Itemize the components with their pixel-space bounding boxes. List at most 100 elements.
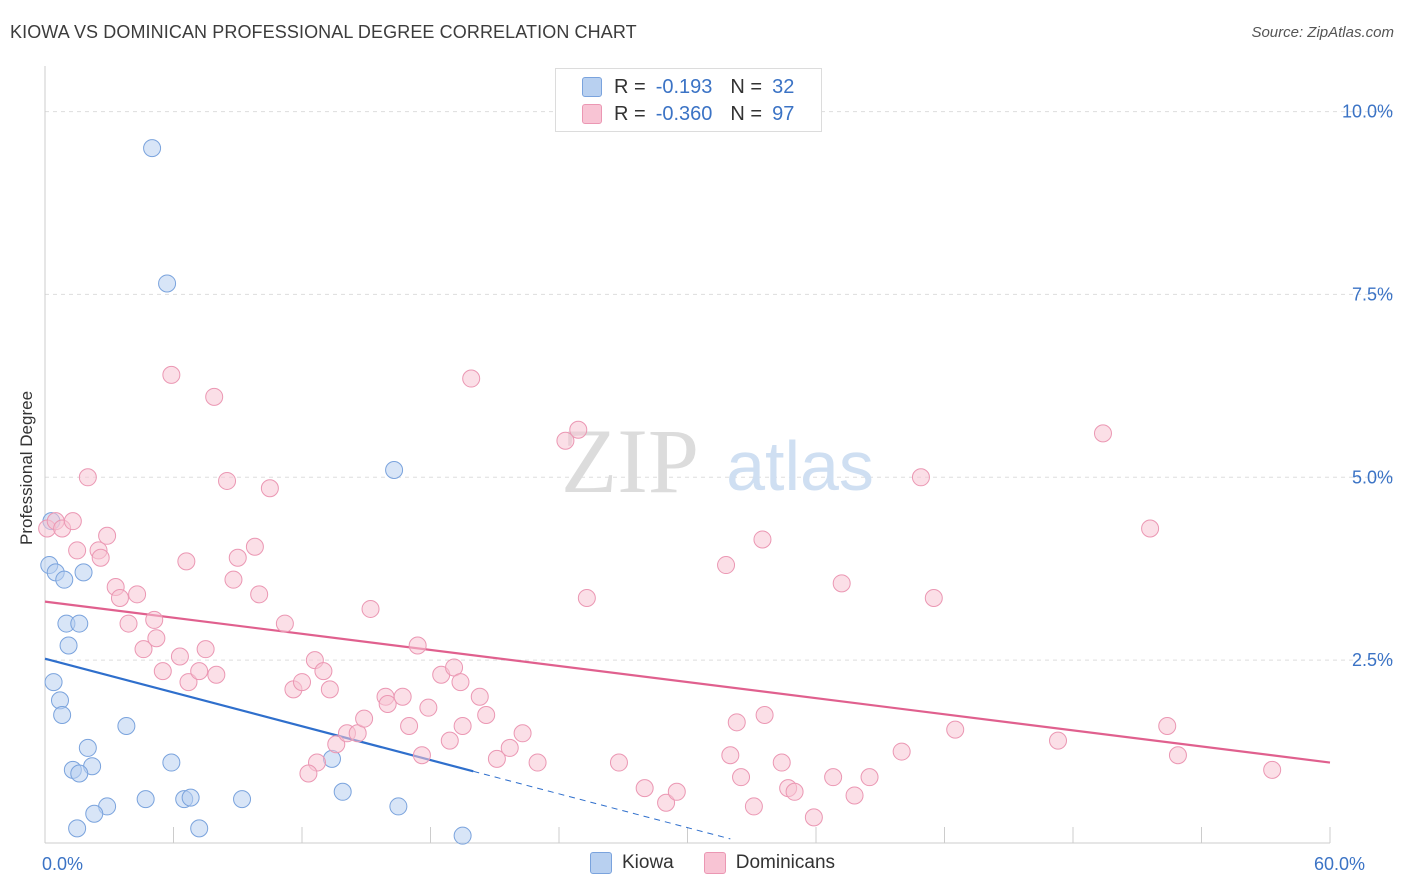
- kiowa-legend-label: Kiowa: [622, 852, 674, 873]
- kiowa-point: [44, 673, 63, 692]
- dominican-point: [717, 556, 736, 575]
- kiowa-point: [333, 782, 352, 801]
- dominican-point: [320, 680, 339, 699]
- kiowa-point: [59, 636, 78, 655]
- dominican-point: [824, 768, 843, 787]
- dominican-swatch: [582, 104, 602, 124]
- dominican-legend-swatch: [703, 852, 726, 874]
- chart-title: KIOWA VS DOMINICAN PROFESSIONAL DEGREE C…: [10, 22, 637, 42]
- kiowa-point: [78, 738, 97, 757]
- legend-item-dominicans[interactable]: Dominicans: [703, 852, 835, 874]
- dominican-point: [119, 614, 138, 633]
- dominican-point: [68, 541, 87, 560]
- dominican-point: [393, 687, 412, 706]
- dominican-r-value: -0.360: [655, 102, 713, 125]
- dominican-point: [128, 585, 147, 604]
- dominican-point: [400, 716, 419, 735]
- dominican-point: [419, 698, 438, 717]
- y-tick-label: 10.0%: [1342, 102, 1393, 122]
- dominican-trend-line: [44, 600, 1331, 764]
- dominican-point: [327, 735, 346, 754]
- legend-row-kiowa: R = -0.193 N = 32: [582, 75, 812, 99]
- axes: [44, 66, 1331, 844]
- kiowa-point: [70, 764, 89, 783]
- kiowa-point: [181, 788, 200, 807]
- gridlines: [45, 111, 1395, 661]
- kiowa-point: [162, 753, 181, 772]
- dominican-r-label: R =: [614, 102, 646, 125]
- dominican-point: [721, 746, 740, 765]
- dominican-point: [772, 753, 791, 772]
- dominican-point: [657, 793, 676, 812]
- kiowa-point: [74, 563, 93, 582]
- kiowa-point: [453, 826, 472, 845]
- watermark-atlas: atlas: [726, 427, 874, 505]
- dominican-point: [832, 574, 851, 593]
- dominican-point: [860, 768, 879, 787]
- kiowa-n-value: 32: [772, 75, 795, 98]
- source-note: Source: ZipAtlas.com: [1251, 24, 1394, 41]
- tick-labels: 2.5% 5.0% 7.5% 10.0% 0.0% 60.0%: [42, 102, 1393, 874]
- dominican-point: [179, 673, 198, 692]
- dominican-point: [440, 731, 459, 750]
- dominican-point: [224, 570, 243, 589]
- y-tick-label: 7.5%: [1352, 284, 1393, 304]
- dominican-point: [153, 662, 172, 681]
- kiowa-point: [233, 790, 252, 809]
- legend-item-kiowa[interactable]: Kiowa: [590, 852, 674, 874]
- dominican-point: [63, 512, 82, 531]
- dominican-point: [1049, 731, 1068, 750]
- dominican-point: [462, 369, 481, 388]
- kiowa-r-label: R =: [614, 75, 646, 98]
- kiowa-point: [385, 460, 404, 479]
- dominican-point: [134, 640, 153, 659]
- dominican-point: [500, 738, 519, 757]
- kiowa-point: [117, 716, 136, 735]
- dominican-point: [470, 687, 489, 706]
- dominican-point: [1168, 746, 1187, 765]
- dominican-point: [218, 471, 237, 490]
- dominican-point: [355, 709, 374, 728]
- kiowa-trend-line: [44, 657, 474, 773]
- dominican-point: [577, 588, 596, 607]
- kiowa-n-label: N =: [730, 75, 763, 98]
- dominican-point: [609, 753, 628, 772]
- dominican-point: [1263, 760, 1282, 779]
- dominican-point: [667, 782, 686, 801]
- dominican-point: [1141, 519, 1160, 538]
- dominican-point: [250, 585, 269, 604]
- kiowa-point: [143, 139, 162, 158]
- dominican-point: [924, 588, 943, 607]
- kiowa-trend-extension: [473, 770, 731, 840]
- dominican-point: [1158, 716, 1177, 735]
- y-axis-label: Professional Degree: [17, 390, 36, 545]
- dominican-point: [361, 599, 380, 618]
- dominican-point: [378, 695, 397, 714]
- kiowa-point: [53, 706, 72, 724]
- dominican-point: [744, 797, 763, 816]
- kiowa-point: [55, 570, 74, 589]
- dominican-n-value: 97: [772, 102, 795, 125]
- kiowa-point: [70, 614, 89, 633]
- dominican-point: [147, 629, 166, 648]
- dominican-point: [162, 365, 181, 384]
- dominican-point: [245, 537, 264, 556]
- data-points: [38, 139, 1282, 845]
- kiowa-point: [190, 819, 209, 838]
- dominican-point: [190, 662, 209, 681]
- dominican-point: [205, 387, 224, 406]
- dominican-point: [569, 420, 588, 439]
- dominican-point: [145, 610, 164, 629]
- dominican-point: [635, 779, 654, 798]
- dominican-point: [753, 530, 772, 549]
- dominican-point: [91, 548, 110, 567]
- dominican-point: [196, 640, 215, 659]
- correlation-legend: R = -0.193 N = 32 R = -0.360 N = 97: [555, 68, 822, 132]
- dominican-point: [170, 647, 189, 666]
- watermark: ZIP atlas: [561, 410, 874, 512]
- dominican-point: [556, 431, 575, 450]
- y-tick-label: 2.5%: [1352, 650, 1393, 670]
- dominican-point: [785, 782, 804, 801]
- dominican-point: [98, 526, 117, 545]
- dominican-point: [78, 468, 97, 487]
